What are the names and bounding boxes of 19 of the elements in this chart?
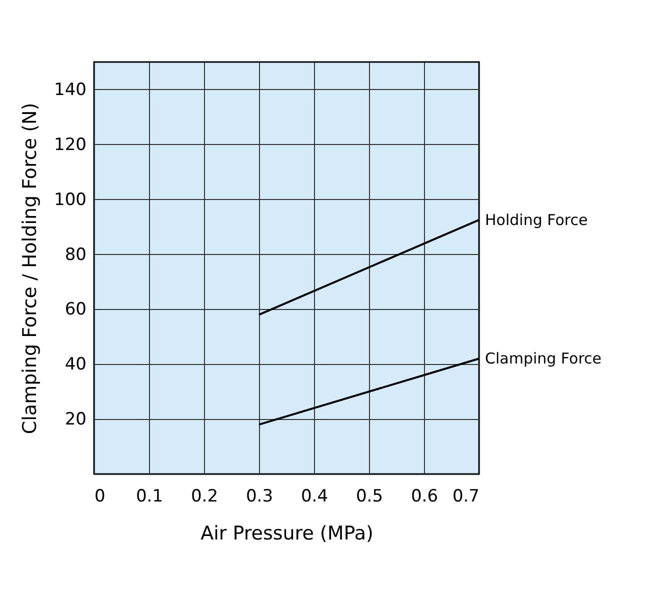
y-tick-label: 40 xyxy=(64,354,86,375)
x-tick-label: 0 xyxy=(94,486,106,506)
x-tick-label: 0.1 xyxy=(136,486,164,506)
x-axis-title: Air Pressure (MPa) xyxy=(200,522,374,544)
x-tick-label: 0.4 xyxy=(300,486,328,506)
x-tick-label: 0.3 xyxy=(246,486,274,506)
x-tick-label: 0.2 xyxy=(190,486,218,506)
y-tick-label: 120 xyxy=(54,134,86,155)
x-tick-label: 0.6 xyxy=(410,486,438,506)
y-tick-label: 20 xyxy=(64,410,86,430)
x-tick-label: 0.7 xyxy=(452,486,480,506)
y-tick-label: 140 xyxy=(54,80,86,100)
y-tick-label: 60 xyxy=(64,300,86,320)
series-label: Clamping Force xyxy=(485,350,602,368)
x-tick-label: 0.5 xyxy=(356,486,384,506)
series-label: Holding Force xyxy=(485,210,588,229)
y-axis-title: Clamping Force / Holding Force (N) xyxy=(19,102,42,434)
y-tick-label: 100 xyxy=(54,190,86,210)
y-tick-label: 80 xyxy=(64,244,86,265)
